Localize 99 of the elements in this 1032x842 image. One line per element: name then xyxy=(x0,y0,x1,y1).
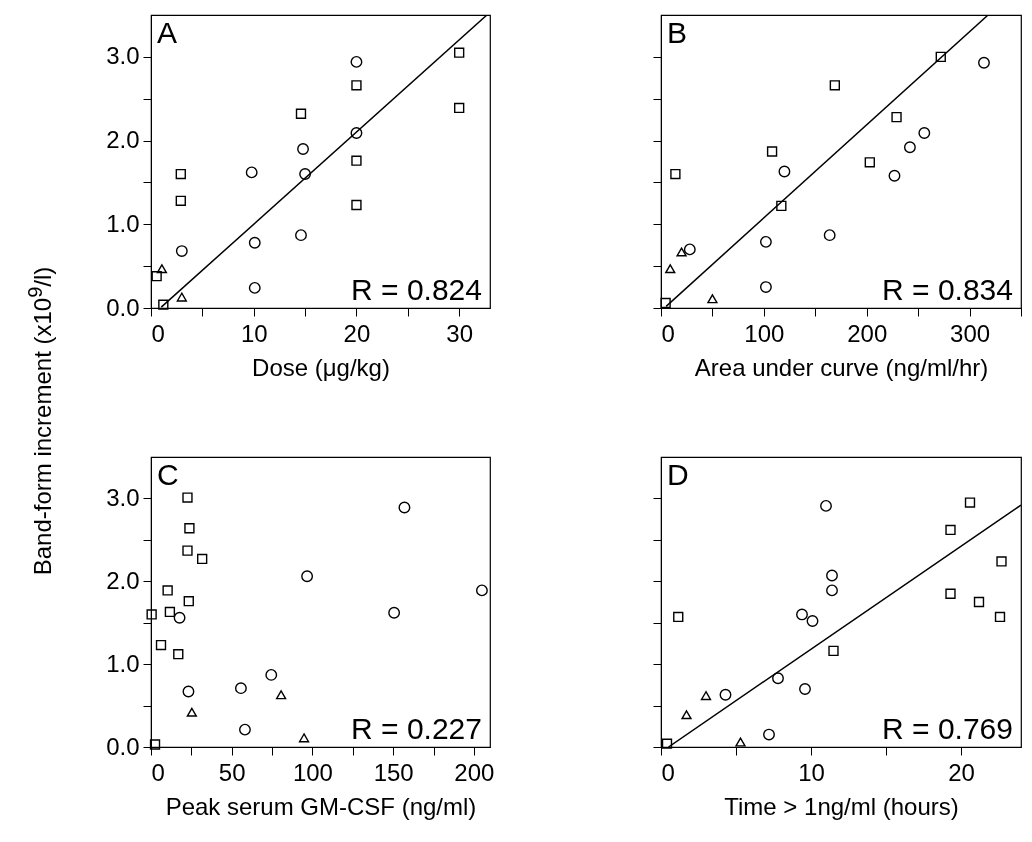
point xyxy=(996,556,1007,567)
point xyxy=(146,609,157,620)
y-tick-label: 2.0 xyxy=(106,126,140,154)
x-tick-label: 0 xyxy=(151,319,165,347)
annotation: R = 0.227 xyxy=(351,712,482,745)
x-tick-label: 0 xyxy=(151,758,165,786)
point xyxy=(799,683,811,695)
x-axis-title: Time > 1ng/ml (hours) xyxy=(724,792,959,820)
point xyxy=(234,682,247,695)
point xyxy=(162,585,173,596)
x-tick-label: 200 xyxy=(847,319,888,347)
x-tick-label: 50 xyxy=(218,758,246,786)
point xyxy=(149,739,161,750)
y-tick-label: 0.0 xyxy=(106,732,140,760)
point xyxy=(945,524,956,536)
annotation: C xyxy=(157,458,179,491)
point xyxy=(973,596,985,608)
point xyxy=(265,668,278,681)
point xyxy=(297,143,309,155)
point xyxy=(156,264,168,274)
point xyxy=(301,570,314,583)
point xyxy=(175,168,186,180)
point xyxy=(275,690,287,700)
point xyxy=(806,615,819,627)
x-tick-label: 20 xyxy=(948,758,975,786)
point xyxy=(454,102,465,114)
x-tick-label: 200 xyxy=(454,758,495,786)
point xyxy=(197,553,208,565)
point xyxy=(182,545,193,556)
point xyxy=(239,723,251,736)
annotation: R = 0.834 xyxy=(882,273,1013,306)
annotation: B xyxy=(667,16,688,49)
point xyxy=(248,281,261,294)
point xyxy=(298,733,310,743)
x-tick-label: 10 xyxy=(798,758,825,786)
point xyxy=(245,166,258,179)
point xyxy=(994,611,1006,623)
x-tick-label: 0 xyxy=(661,319,675,347)
point xyxy=(673,611,684,623)
x-tick-label: 30 xyxy=(446,319,474,347)
point xyxy=(351,199,362,211)
x-axis-title: Area under curve (ng/ml/hr) xyxy=(694,353,989,381)
x-tick-label: 300 xyxy=(950,319,991,347)
x-axis-title: Peak serum GM-CSF (ng/ml) xyxy=(165,792,477,820)
point xyxy=(763,728,775,741)
x-tick-label: 10 xyxy=(240,319,268,347)
point xyxy=(350,55,363,68)
y-tick-label: 1.0 xyxy=(106,209,140,237)
y-tick-label: 1.0 xyxy=(106,649,140,677)
y-tick-label: 0.0 xyxy=(106,293,140,321)
point xyxy=(351,80,362,91)
point xyxy=(475,584,488,597)
point xyxy=(295,229,307,242)
point xyxy=(176,292,187,302)
point xyxy=(295,108,307,119)
point xyxy=(398,501,411,514)
point xyxy=(772,672,784,685)
point xyxy=(796,608,808,621)
y-tick-label: 3.0 xyxy=(106,42,140,70)
x-tick-label: 20 xyxy=(343,319,371,347)
point xyxy=(350,127,363,139)
point xyxy=(299,168,312,180)
point xyxy=(826,569,838,582)
annotation: D xyxy=(667,458,689,491)
y-tick-label: 3.0 xyxy=(106,483,140,511)
x-axis-title: Dose (μg/kg) xyxy=(252,353,390,381)
point xyxy=(183,596,194,607)
point xyxy=(826,584,838,597)
point xyxy=(661,738,673,749)
point xyxy=(173,649,184,660)
point xyxy=(454,47,465,58)
point xyxy=(964,497,976,508)
point xyxy=(182,685,195,698)
x-tick-label: 100 xyxy=(744,319,785,347)
point xyxy=(388,606,401,619)
point xyxy=(186,707,198,717)
annotation: A xyxy=(157,16,178,49)
point xyxy=(820,499,832,512)
point xyxy=(351,155,362,166)
point xyxy=(735,737,746,747)
x-tick-label: 100 xyxy=(292,758,333,786)
point xyxy=(828,645,839,657)
x-tick-label: 150 xyxy=(373,758,414,786)
point xyxy=(164,606,176,618)
point xyxy=(248,236,261,249)
point xyxy=(719,688,732,701)
point xyxy=(175,245,188,258)
point xyxy=(945,588,956,599)
point xyxy=(175,195,186,207)
point xyxy=(700,691,712,701)
annotation: R = 0.769 xyxy=(882,712,1013,745)
point xyxy=(182,492,193,503)
point xyxy=(155,639,167,651)
point xyxy=(173,611,186,624)
point xyxy=(184,523,195,534)
annotation: R = 0.824 xyxy=(351,273,482,306)
y-tick-label: 2.0 xyxy=(106,566,140,594)
x-tick-label: 0 xyxy=(661,758,675,786)
point xyxy=(681,710,692,720)
